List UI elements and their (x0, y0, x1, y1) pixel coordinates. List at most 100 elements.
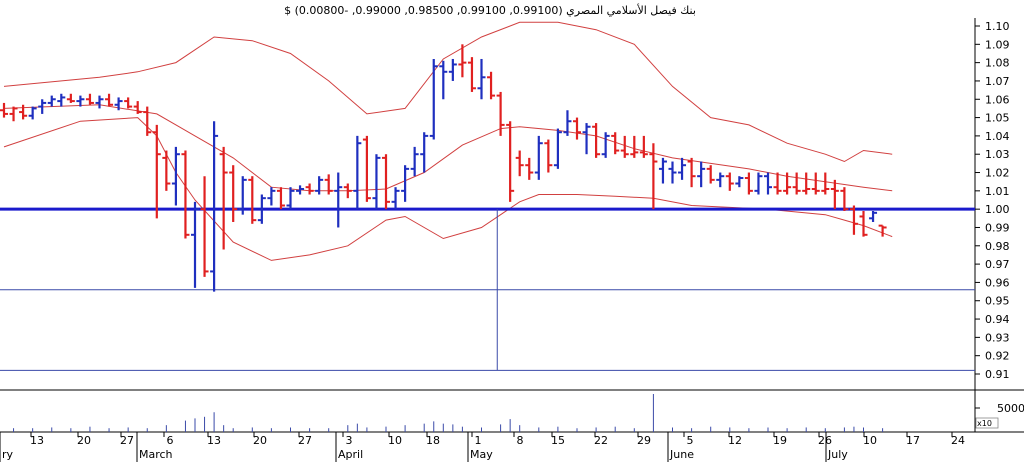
ohlc-bar (429, 58, 438, 140)
ohlc-bar (420, 132, 429, 173)
ohlc-bar (849, 205, 858, 235)
price-tick-label: 0.97 (985, 258, 1010, 271)
ohlc-bar (668, 161, 677, 184)
ohlc-bar (315, 176, 324, 195)
date-tick-label: 10 (388, 434, 402, 447)
ohlc-bar (506, 121, 515, 202)
ohlc-bar (229, 165, 238, 222)
ohlc-bar (401, 165, 410, 202)
price-axis: 1.10 1.09 1.08 1.07 1.06 1.05 1.04 1.03 1.02 1.01… (975, 20, 1010, 381)
ohlc-bar (0, 102, 8, 118)
ohlc-bar (544, 139, 553, 173)
date-tick-label: 19 (773, 434, 787, 447)
ohlc-bar (343, 183, 352, 199)
ohlc-bar (630, 135, 639, 158)
ohlc-bar (735, 176, 744, 188)
ohlc-bar (267, 187, 276, 206)
month-label: May (470, 448, 493, 461)
ohlc-bar (773, 172, 782, 195)
ohlc-bar (143, 106, 152, 136)
horizontal-levels (0, 207, 975, 371)
ohlc-bar (334, 172, 343, 228)
date-tick-label: 5 (687, 434, 694, 447)
ohlc-bar (391, 187, 400, 210)
ohlc-bar (744, 172, 753, 195)
ohlc-bar (162, 150, 171, 191)
ohlc-bar (802, 172, 811, 195)
date-tick-label: 18 (426, 434, 440, 447)
ohlc-bar (458, 44, 467, 78)
ohlc-bar (764, 172, 772, 195)
month-label: June (669, 448, 694, 461)
ohlc-bar (47, 95, 56, 107)
date-tick-label: 6 (167, 434, 174, 447)
ohlc-bar (534, 135, 543, 180)
ohlc-bar (219, 146, 228, 250)
price-tick-label: 1.07 (985, 75, 1010, 88)
ohlc-bar (124, 97, 133, 109)
ohlc-bar (601, 132, 610, 158)
ohlc-bar (878, 224, 887, 237)
price-tick-label: 1.02 (985, 167, 1010, 180)
ohlc-bar (324, 174, 333, 195)
ohlc-bar (296, 185, 305, 195)
ohlc-bar (382, 154, 390, 210)
date-tick-label: 26 (818, 434, 832, 447)
month-label: April (338, 448, 363, 461)
ohlc-bar (19, 104, 28, 120)
price-tick-label: 1.06 (985, 93, 1010, 106)
price-tick-label: 1.04 (985, 130, 1010, 143)
ohlc-bar (181, 150, 190, 239)
ohlc-bar (678, 157, 687, 180)
ohlc-bar (477, 58, 486, 100)
plot-frame (0, 18, 1024, 433)
ohlc-bar (553, 128, 562, 169)
price-tick-label: 1.09 (985, 38, 1010, 51)
ohlc-bar (9, 106, 18, 122)
date-tick-label: 3 (346, 434, 353, 447)
ohlc-bar (487, 71, 496, 100)
price-tick-label: 0.92 (985, 350, 1010, 363)
ohlc-bar (783, 172, 792, 195)
ohlc-bar (467, 57, 476, 92)
ohlc-bar (792, 172, 801, 195)
ohlc-bar (66, 93, 75, 103)
ohlc-bar (38, 99, 47, 114)
date-axis: 13 20 27 6 13 20 27 3 10 18 1 8 15 22 29 5 12 19 26 10 17 24r… (0, 432, 965, 462)
month-label: March (139, 448, 173, 461)
ohlc-bar (821, 172, 830, 195)
ohlc-bar (639, 135, 648, 158)
price-tick-label: 0.98 (985, 240, 1010, 253)
date-tick-label: 27 (120, 434, 134, 447)
ohlc-bar (171, 146, 180, 206)
ohlc-bar (152, 124, 161, 219)
date-tick-label: 1 (475, 434, 482, 447)
ohlc-bar (305, 183, 314, 195)
ohlc-bar (592, 123, 601, 158)
ohlc-bar (257, 194, 266, 224)
ohlc-bar (840, 187, 849, 211)
ohlc-bar (448, 58, 457, 81)
ohlc-bar (85, 93, 94, 105)
ohlc-bar (200, 176, 209, 277)
bollinger-bands (3, 21, 893, 261)
date-tick-label: 15 (551, 434, 565, 447)
month-label: ry (2, 448, 14, 461)
ohlc-bar (725, 172, 734, 191)
ohlc-bar (869, 210, 878, 222)
price-tick-label: 0.95 (985, 295, 1010, 308)
date-tick-label: 27 (298, 434, 312, 447)
date-tick-label: 10 (863, 434, 877, 447)
ohlc-bar (210, 121, 219, 292)
volume-axis-label: 50000 (997, 402, 1024, 415)
ohlc-bar (439, 60, 448, 100)
date-tick-label: 24 (951, 434, 965, 447)
price-tick-label: 1.03 (985, 148, 1010, 161)
ohlc-bar (191, 201, 199, 288)
ohlc-bar (859, 210, 868, 237)
ohlc-bar (620, 135, 629, 158)
bollinger-upper-band (3, 21, 893, 163)
ohlc-bar (238, 176, 247, 215)
